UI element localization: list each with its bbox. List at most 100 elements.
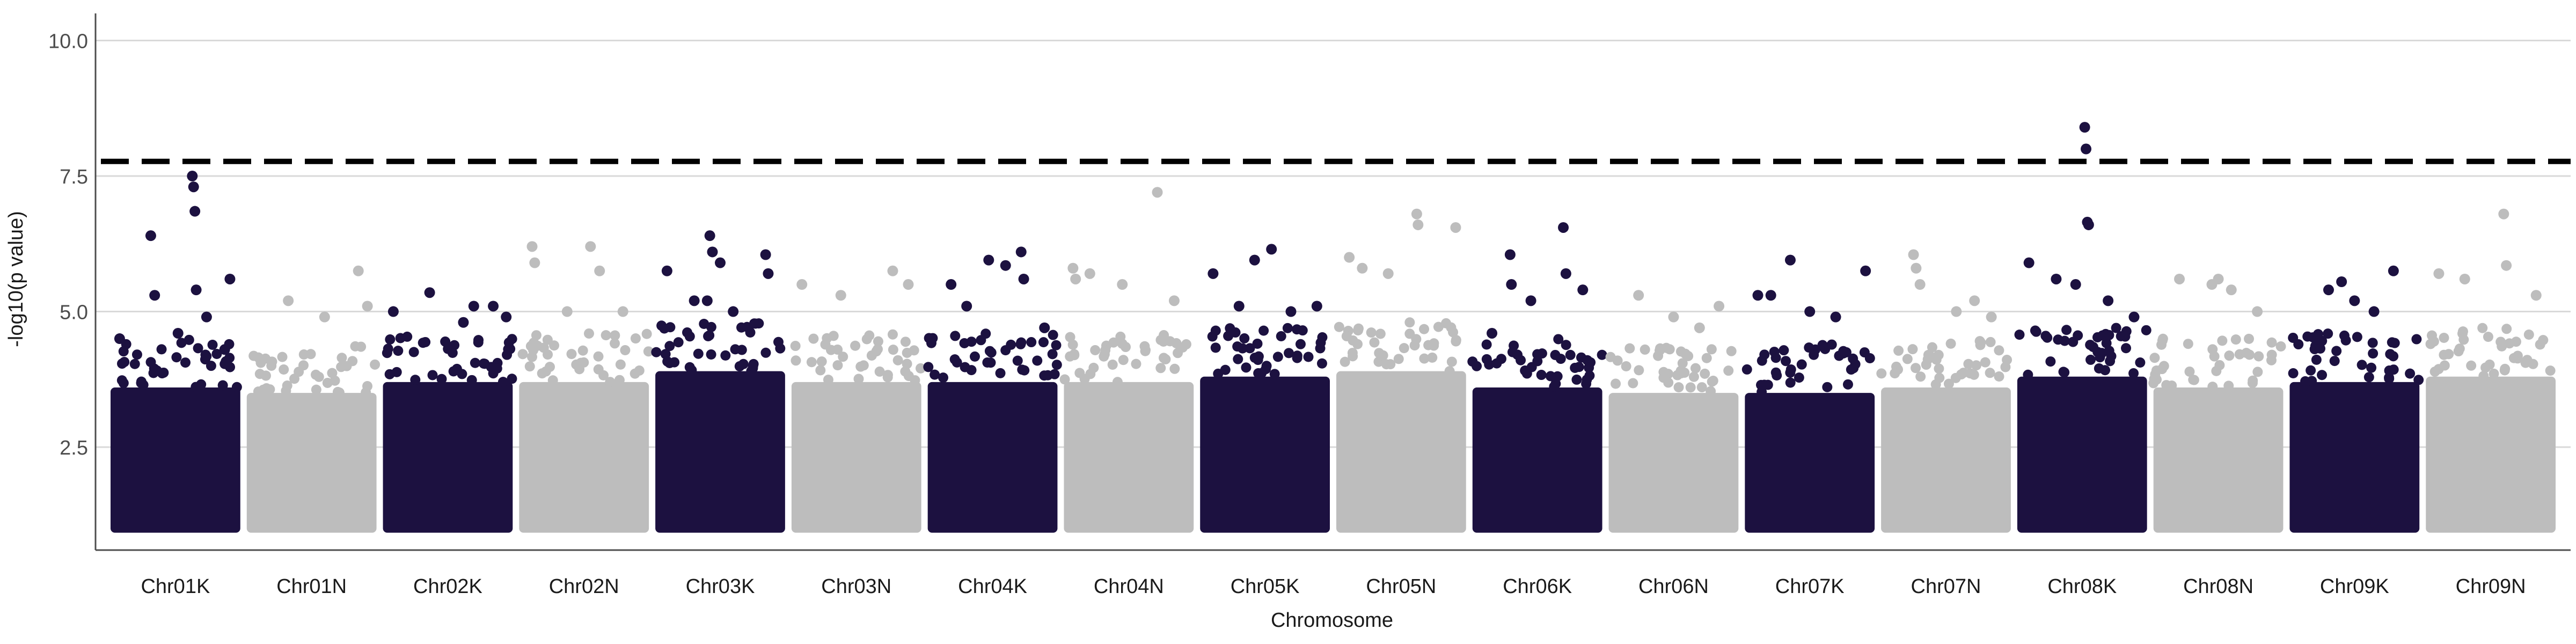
- snp-point: [2477, 323, 2488, 333]
- snp-point: [1173, 348, 1183, 358]
- snp-point: [1765, 290, 1776, 301]
- snp-point: [715, 257, 726, 268]
- snp-point: [1303, 352, 1314, 362]
- snp-point: [1633, 290, 1644, 301]
- snp-point: [2156, 339, 2167, 350]
- snp-point: [219, 358, 230, 369]
- snp-point: [1561, 340, 1571, 350]
- snp-point: [2266, 337, 2277, 348]
- snp-point: [1374, 348, 1385, 358]
- snp-point: [1048, 330, 1058, 340]
- snp-point: [1292, 350, 1302, 361]
- snp-point: [614, 375, 625, 385]
- snp-point: [1272, 352, 1283, 362]
- snp-point: [2079, 122, 2090, 133]
- snp-point: [1099, 351, 1109, 362]
- snp-point: [2207, 382, 2218, 392]
- snp-point: [892, 355, 903, 365]
- snp-point: [882, 370, 893, 380]
- snp-point: [2157, 364, 2168, 375]
- snp-point: [2388, 364, 2399, 375]
- x-tick-label: Chr05K: [1231, 575, 1300, 598]
- snp-point: [855, 361, 866, 372]
- snp-point: [796, 279, 808, 290]
- snp-point: [2121, 343, 2132, 354]
- x-tick-label: Chr07N: [1911, 575, 1981, 598]
- snp-point: [2288, 332, 2299, 343]
- snp-point: [311, 384, 321, 395]
- snp-point: [1951, 306, 1962, 317]
- snp-point: [1487, 327, 1498, 339]
- snp-point: [745, 327, 756, 338]
- snp-point: [1668, 311, 1679, 323]
- chromosome-band: [1200, 376, 1330, 533]
- snp-point: [2315, 343, 2325, 354]
- snp-point: [2363, 372, 2374, 383]
- snp-point: [828, 331, 839, 341]
- snp-point: [188, 181, 199, 193]
- snp-point: [1779, 345, 1789, 356]
- snp-point: [832, 344, 843, 355]
- snp-point: [775, 343, 786, 354]
- snp-point: [598, 370, 609, 380]
- snp-point: [298, 349, 309, 360]
- snp-point: [1612, 355, 1623, 366]
- chromosome-band: [791, 382, 921, 533]
- snp-point: [2317, 370, 2328, 380]
- snp-point: [193, 343, 203, 354]
- snp-point: [1481, 339, 1492, 350]
- snp-point: [593, 351, 604, 362]
- snp-point: [1210, 325, 1221, 336]
- snp-point: [1726, 346, 1737, 356]
- snp-point: [2085, 340, 2096, 350]
- snp-point: [684, 362, 695, 372]
- snp-point: [1504, 249, 1516, 260]
- snp-point: [537, 368, 547, 379]
- x-axis-label: Chromosome: [1271, 609, 1393, 632]
- snp-point: [1565, 349, 1576, 360]
- snp-point: [1419, 353, 1430, 364]
- snp-point: [823, 375, 833, 385]
- snp-point: [1059, 374, 1070, 385]
- snp-point: [1969, 295, 1980, 306]
- snp-point: [1696, 382, 1707, 393]
- snp-point: [1429, 338, 1439, 349]
- snp-point: [1316, 358, 1327, 369]
- snp-point: [420, 336, 431, 347]
- snp-point: [1015, 246, 1027, 258]
- chromosome-band: [655, 371, 785, 533]
- snp-point: [1450, 222, 1461, 233]
- snp-point: [260, 370, 271, 381]
- y-tick-label: 2.5: [60, 437, 88, 459]
- snp-point: [641, 328, 652, 339]
- snp-point: [2439, 333, 2449, 343]
- snp-point: [1411, 208, 1422, 219]
- chromosome-band: [383, 382, 513, 533]
- snp-point: [1006, 339, 1016, 350]
- snp-point: [738, 358, 749, 369]
- snp-point: [1785, 367, 1796, 378]
- snp-point: [136, 376, 147, 387]
- snp-point: [1340, 356, 1350, 367]
- snp-point: [119, 356, 130, 367]
- snp-point: [617, 306, 628, 317]
- snp-point: [1911, 363, 1921, 374]
- snp-point: [281, 385, 291, 396]
- snp-point: [872, 344, 883, 355]
- snp-point: [1237, 343, 1248, 354]
- y-tick-label: 7.5: [60, 166, 88, 188]
- snp-point: [1295, 339, 1306, 349]
- snp-point: [427, 370, 438, 380]
- snp-point: [583, 328, 594, 339]
- snp-point: [408, 347, 419, 357]
- snp-point: [1926, 352, 1936, 362]
- snp-point: [1382, 268, 1394, 279]
- snp-point: [451, 363, 462, 374]
- snp-point: [2149, 353, 2160, 363]
- snp-point: [1934, 372, 1945, 383]
- snp-point: [336, 353, 347, 363]
- snp-point: [261, 383, 272, 394]
- snp-point: [820, 339, 831, 350]
- snp-point: [2002, 355, 2012, 365]
- chromosome-band: [519, 382, 649, 533]
